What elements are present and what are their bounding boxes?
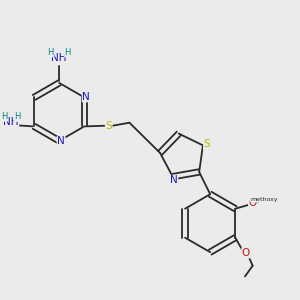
- Text: methoxy: methoxy: [250, 197, 278, 202]
- Text: H: H: [64, 48, 71, 57]
- Text: H: H: [1, 112, 8, 122]
- Text: N: N: [82, 92, 90, 102]
- Text: NH: NH: [52, 53, 67, 63]
- Text: H: H: [47, 48, 54, 57]
- Text: N: N: [57, 136, 65, 146]
- Text: H: H: [14, 112, 20, 122]
- Text: O: O: [248, 198, 257, 208]
- Text: O: O: [242, 248, 250, 258]
- Text: N: N: [170, 175, 178, 185]
- Text: NH: NH: [3, 117, 19, 128]
- Text: S: S: [105, 121, 112, 131]
- Text: S: S: [204, 139, 210, 149]
